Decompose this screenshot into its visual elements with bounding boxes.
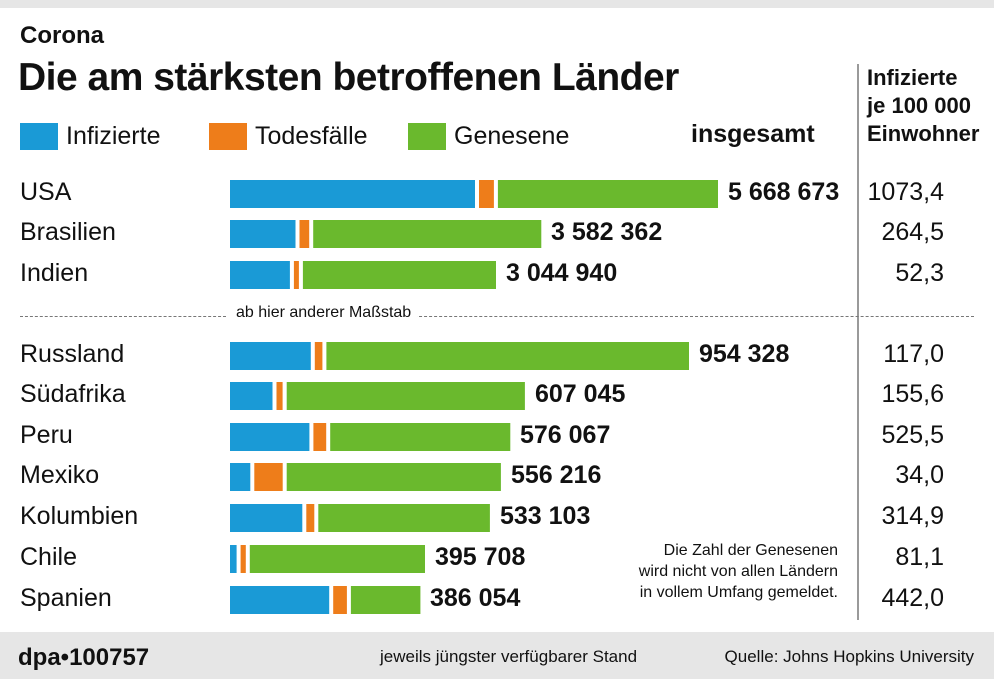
- dpa-logo: dpa•100757: [18, 644, 150, 671]
- per-capita-value: 264,5: [881, 218, 944, 246]
- total-label: 576 067: [520, 421, 611, 449]
- bar-infected: [230, 423, 310, 451]
- bar-recovered: [497, 180, 718, 208]
- legend-swatch-infected: [20, 122, 58, 150]
- bar-deaths: [276, 382, 283, 410]
- country-label: Spanien: [20, 584, 112, 612]
- legend-swatch-recovered: [408, 122, 446, 150]
- per-capita-header-line: Einwohner: [867, 121, 980, 146]
- footer: dpa•100757 jeweils jüngster verfügbarer …: [0, 632, 994, 679]
- bar-deaths: [306, 504, 315, 532]
- bar-infected: [230, 261, 290, 289]
- total-label: 3 044 940: [506, 259, 618, 287]
- country-label: Chile: [20, 543, 77, 571]
- scale-divider-right: [404, 316, 974, 317]
- bar-recovered: [318, 504, 490, 532]
- total-label: 533 103: [500, 502, 591, 530]
- legend-label-deaths: Todesfälle: [255, 121, 368, 150]
- bar-infected: [230, 220, 296, 248]
- bar-infected: [230, 382, 273, 410]
- bar-recovered: [286, 382, 525, 410]
- country-label: Südafrika: [20, 380, 126, 408]
- bar-recovered: [286, 463, 501, 491]
- bar-deaths: [479, 180, 494, 208]
- footer-source: Quelle: Johns Hopkins University: [724, 647, 974, 666]
- bar-infected: [230, 586, 330, 614]
- footer-status: jeweils jüngster verfügbarer Stand: [380, 647, 638, 666]
- legend-deaths: Todesfälle: [209, 121, 368, 151]
- bar-recovered: [326, 342, 689, 370]
- legend-infected: Infizierte: [20, 121, 160, 151]
- per-capita-value: 52,3: [895, 259, 944, 287]
- total-label: 607 045: [535, 380, 626, 408]
- per-capita-value: 314,9: [881, 502, 944, 530]
- per-capita-value: 117,0: [883, 340, 944, 368]
- footnote-line: wird nicht von allen Ländern: [638, 563, 838, 580]
- kicker: Corona: [20, 22, 104, 49]
- total-label: 5 668 673: [728, 178, 840, 206]
- per-capita-header-line: je 100 000: [867, 93, 971, 118]
- per-capita-value: 1073,4: [867, 178, 944, 206]
- bar-infected: [230, 545, 237, 573]
- bar-recovered: [330, 423, 511, 451]
- per-capita-value: 525,5: [881, 421, 944, 449]
- per-capita-header-line: Infizierte: [867, 65, 958, 90]
- footnote-line: in vollem Umfang gemeldet.: [639, 584, 838, 601]
- bar-recovered: [313, 220, 542, 248]
- legend-label-recovered: Genesene: [454, 121, 570, 150]
- bar-deaths: [293, 261, 299, 289]
- legend-label-infected: Infizierte: [66, 121, 161, 150]
- total-label: 386 054: [430, 584, 521, 612]
- per-capita-value: 81,1: [895, 543, 944, 571]
- scale-note: ab hier anderer Maßstab: [230, 304, 418, 322]
- bar-recovered: [249, 545, 425, 573]
- footnote: Die Zahl der Genesenen wird nicht von al…: [600, 540, 838, 603]
- country-label: USA: [20, 178, 72, 206]
- country-label: Brasilien: [20, 218, 116, 246]
- country-label: Kolumbien: [20, 502, 139, 530]
- bar-recovered: [350, 586, 421, 614]
- country-label: Indien: [20, 259, 89, 287]
- per-capita-value: 442,0: [881, 584, 944, 612]
- column-divider: [857, 64, 859, 620]
- legend-recovered: Genesene: [408, 121, 569, 151]
- chart-title: Die am stärksten betroffenen Länder: [18, 56, 679, 99]
- bar-infected: [230, 342, 311, 370]
- bar-deaths: [299, 220, 310, 248]
- bar-deaths: [333, 586, 347, 614]
- total-label: 3 582 362: [551, 218, 663, 246]
- total-header: insgesamt: [691, 120, 815, 148]
- total-label: 395 708: [435, 543, 526, 571]
- legend-swatch-deaths: [209, 122, 247, 150]
- bar-infected: [230, 180, 475, 208]
- per-capita-value: 34,0: [895, 461, 944, 489]
- total-label: 954 328: [699, 340, 790, 368]
- country-label: Russland: [20, 340, 125, 368]
- scale-divider-left: [20, 316, 226, 317]
- country-label: Peru: [20, 421, 73, 449]
- bar-deaths: [314, 342, 323, 370]
- per-capita-value: 155,6: [881, 380, 944, 408]
- bar-deaths: [254, 463, 283, 491]
- per-capita-header: Infizierte je 100 000 Einwohner: [867, 64, 979, 148]
- footnote-line: Die Zahl der Genesenen: [663, 542, 838, 559]
- total-label: 556 216: [511, 461, 602, 489]
- bar-deaths: [240, 545, 246, 573]
- country-label: Mexiko: [20, 461, 100, 489]
- bar-infected: [230, 463, 251, 491]
- bar-recovered: [302, 261, 496, 289]
- bar-infected: [230, 504, 303, 532]
- top-bar: [0, 0, 994, 8]
- bar-deaths: [313, 423, 327, 451]
